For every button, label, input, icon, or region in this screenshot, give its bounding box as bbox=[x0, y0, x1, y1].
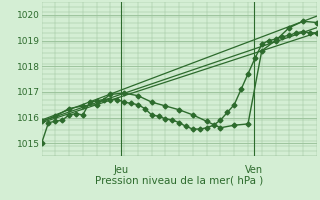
X-axis label: Pression niveau de la mer( hPa ): Pression niveau de la mer( hPa ) bbox=[95, 175, 263, 185]
Text: Jeu: Jeu bbox=[114, 165, 129, 175]
Text: Ven: Ven bbox=[244, 165, 263, 175]
